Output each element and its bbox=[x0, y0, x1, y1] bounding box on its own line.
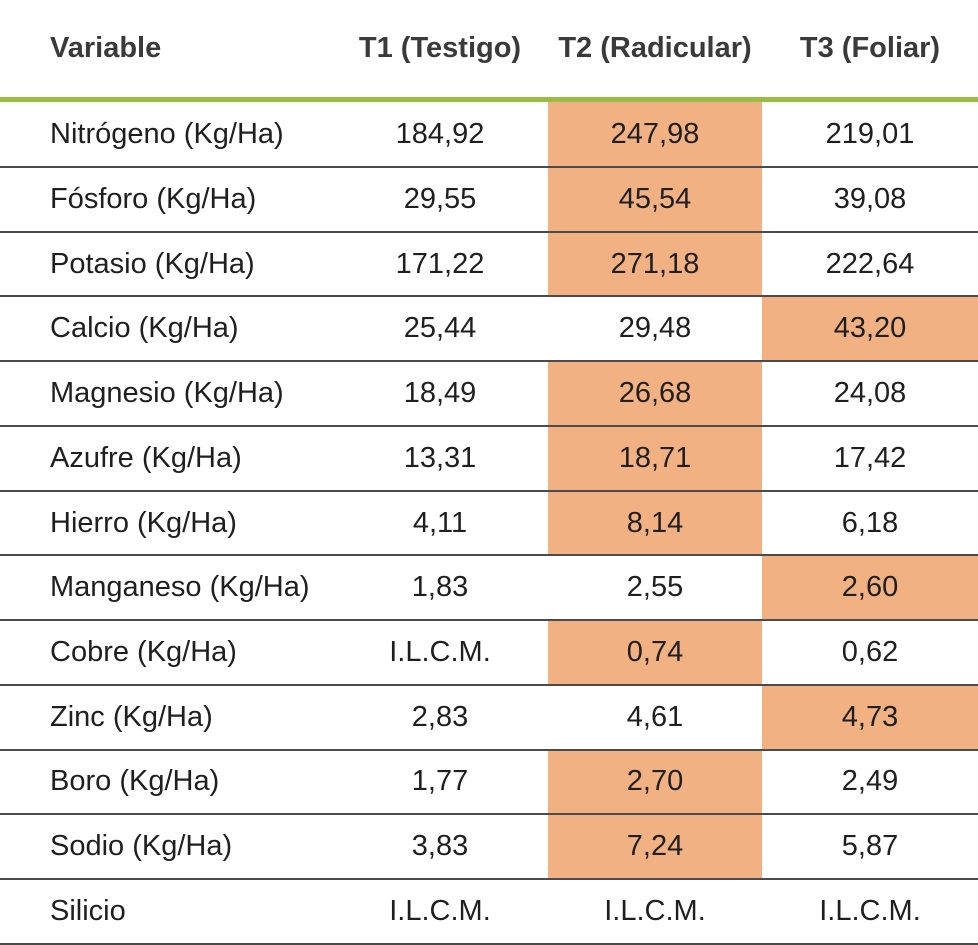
value-cell: 4,11 bbox=[332, 490, 548, 557]
value-cell: I.L.C.M. bbox=[548, 879, 762, 945]
column-header-t2: T2 (Radicular) bbox=[548, 0, 762, 102]
value-cell: 6,18 bbox=[762, 490, 978, 557]
variable-cell: Azufre (Kg/Ha) bbox=[0, 425, 332, 492]
table-row: Calcio (Kg/Ha) 25,44 29,48 43,20 bbox=[0, 296, 978, 363]
value-cell: 24,08 bbox=[762, 361, 978, 427]
value-cell: 171,22 bbox=[332, 231, 548, 298]
table-row: Magnesio (Kg/Ha) 18,49 26,68 24,08 bbox=[0, 361, 978, 427]
variable-cell: Zinc (Kg/Ha) bbox=[0, 684, 332, 751]
value-cell-highlighted: 2,60 bbox=[762, 555, 978, 622]
variable-cell: Hierro (Kg/Ha) bbox=[0, 490, 332, 557]
table-row: Potasio (Kg/Ha) 171,22 271,18 222,64 bbox=[0, 231, 978, 298]
value-cell-highlighted: 45,54 bbox=[548, 167, 762, 233]
value-cell-highlighted: 18,71 bbox=[548, 425, 762, 492]
value-cell: 0,62 bbox=[762, 620, 978, 686]
value-cell: 39,08 bbox=[762, 167, 978, 233]
table-row: Azufre (Kg/Ha) 13,31 18,71 17,42 bbox=[0, 425, 978, 492]
value-cell: 18,49 bbox=[332, 361, 548, 427]
value-cell: 222,64 bbox=[762, 231, 978, 298]
variable-cell: Magnesio (Kg/Ha) bbox=[0, 361, 332, 427]
header-row: Variable T1 (Testigo) T2 (Radicular) T3 … bbox=[0, 0, 978, 102]
value-cell: I.L.C.M. bbox=[762, 879, 978, 945]
value-cell-highlighted: 7,24 bbox=[548, 814, 762, 881]
table-row: Nitrógeno (Kg/Ha) 184,92 247,98 219,01 bbox=[0, 99, 978, 169]
value-cell: 29,55 bbox=[332, 167, 548, 233]
value-cell: 5,87 bbox=[762, 814, 978, 881]
value-cell-highlighted: 247,98 bbox=[548, 99, 762, 169]
table-body: Nitrógeno (Kg/Ha) 184,92 247,98 219,01 Fósfo… bbox=[0, 99, 978, 945]
table-row: Sodio (Kg/Ha) 3,83 7,24 5,87 bbox=[0, 814, 978, 881]
table-row: Silicio I.L.C.M. I.L.C.M. I.L.C.M. bbox=[0, 879, 978, 945]
variable-cell: Boro (Kg/Ha) bbox=[0, 749, 332, 816]
value-cell: 25,44 bbox=[332, 296, 548, 363]
table-row: Fósforo (Kg/Ha) 29,55 45,54 39,08 bbox=[0, 167, 978, 233]
variable-cell: Cobre (Kg/Ha) bbox=[0, 620, 332, 686]
column-header-t1: T1 (Testigo) bbox=[332, 0, 548, 102]
table-row: Hierro (Kg/Ha) 4,11 8,14 6,18 bbox=[0, 490, 978, 557]
table-row: Manganeso (Kg/Ha) 1,83 2,55 2,60 bbox=[0, 555, 978, 622]
value-cell-highlighted: 43,20 bbox=[762, 296, 978, 363]
table-row: Zinc (Kg/Ha) 2,83 4,61 4,73 bbox=[0, 684, 978, 751]
value-cell: I.L.C.M. bbox=[332, 879, 548, 945]
value-cell-highlighted: 271,18 bbox=[548, 231, 762, 298]
table-row: Cobre (Kg/Ha) I.L.C.M. 0,74 0,62 bbox=[0, 620, 978, 686]
value-cell-highlighted: 26,68 bbox=[548, 361, 762, 427]
value-cell: 1,77 bbox=[332, 749, 548, 816]
value-cell-highlighted: 2,70 bbox=[548, 749, 762, 816]
value-cell: 29,48 bbox=[548, 296, 762, 363]
value-cell: 1,83 bbox=[332, 555, 548, 622]
value-cell-highlighted: 8,14 bbox=[548, 490, 762, 557]
variable-cell: Manganeso (Kg/Ha) bbox=[0, 555, 332, 622]
value-cell: 2,49 bbox=[762, 749, 978, 816]
variable-cell: Fósforo (Kg/Ha) bbox=[0, 167, 332, 233]
value-cell: 13,31 bbox=[332, 425, 548, 492]
value-cell: 2,55 bbox=[548, 555, 762, 622]
value-cell: 2,83 bbox=[332, 684, 548, 751]
value-cell-highlighted: 0,74 bbox=[548, 620, 762, 686]
value-cell: 219,01 bbox=[762, 99, 978, 169]
value-cell: 4,61 bbox=[548, 684, 762, 751]
variable-cell: Sodio (Kg/Ha) bbox=[0, 814, 332, 881]
value-cell-highlighted: 4,73 bbox=[762, 684, 978, 751]
variable-cell: Potasio (Kg/Ha) bbox=[0, 231, 332, 298]
column-header-t3: T3 (Foliar) bbox=[762, 0, 978, 102]
value-cell: 184,92 bbox=[332, 99, 548, 169]
table-header: Variable T1 (Testigo) T2 (Radicular) T3 … bbox=[0, 0, 978, 102]
value-cell: 17,42 bbox=[762, 425, 978, 492]
variable-cell: Calcio (Kg/Ha) bbox=[0, 296, 332, 363]
column-header-variable: Variable bbox=[0, 0, 332, 102]
variable-cell: Silicio bbox=[0, 879, 332, 945]
value-cell: 3,83 bbox=[332, 814, 548, 881]
table-row: Boro (Kg/Ha) 1,77 2,70 2,49 bbox=[0, 749, 978, 816]
variable-cell: Nitrógeno (Kg/Ha) bbox=[0, 99, 332, 169]
value-cell: I.L.C.M. bbox=[332, 620, 548, 686]
